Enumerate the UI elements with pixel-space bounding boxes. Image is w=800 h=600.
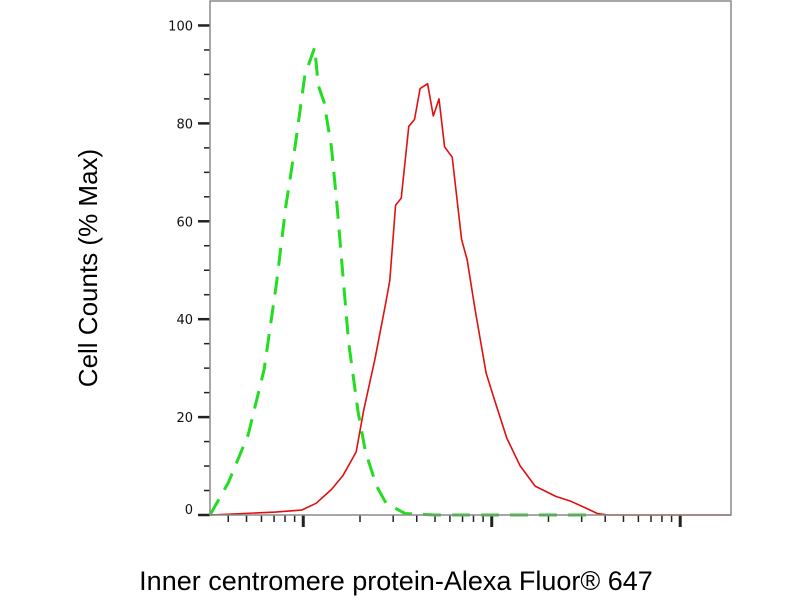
y-tick-label: 100	[168, 19, 193, 34]
plot-frame	[209, 0, 732, 516]
y-tick-label: 60	[176, 215, 193, 230]
y-axis-label: Cell Counts (% Max)	[73, 149, 103, 387]
y-tick-label: 40	[176, 313, 193, 328]
y-tick-label: 20	[176, 411, 193, 426]
y-tick-label: 0	[185, 503, 193, 518]
series-group	[208, 46, 731, 517]
x-axis-label: Inner centromere protein-Alexa Fluor® 64…	[139, 566, 653, 596]
x-axis-ticks	[227, 515, 682, 527]
y-axis-ticks: 0 20 40 60 80 100	[168, 19, 210, 518]
y-tick-label: 80	[176, 117, 193, 132]
sample-histogram-line	[209, 82, 731, 516]
control-histogram-line	[208, 46, 586, 517]
